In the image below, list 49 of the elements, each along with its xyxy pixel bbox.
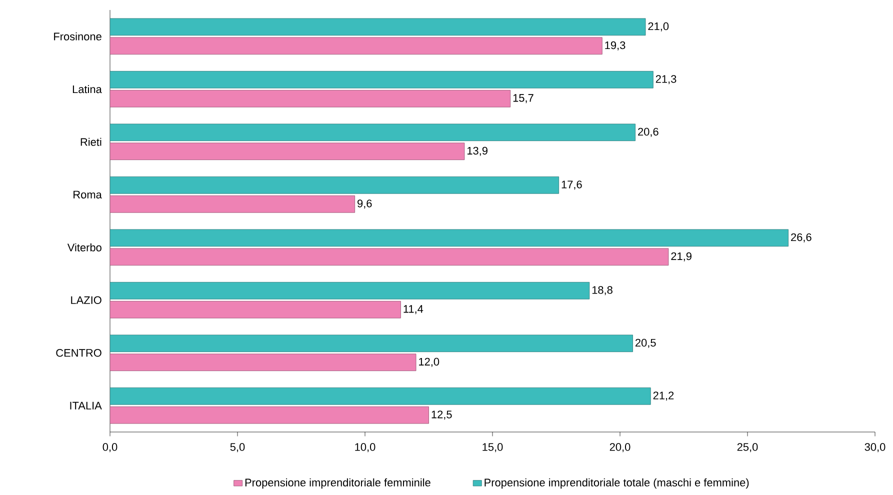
bar: [110, 229, 789, 247]
data-label: 17,6: [562, 180, 582, 190]
data-label: 18,8: [592, 286, 612, 296]
bar: [110, 124, 636, 142]
bar: [110, 142, 465, 160]
data-label: 11,4: [404, 305, 424, 314]
data-label: 13,9: [467, 146, 488, 156]
data-label: 15,7: [513, 94, 534, 104]
bar: [110, 90, 511, 108]
bar: [110, 406, 429, 424]
y-tick-label: Rieti: [80, 138, 102, 146]
data-label: 26,6: [791, 233, 812, 242]
x-tick-label: 30,0: [864, 443, 886, 452]
x-tick-label: 25,0: [737, 443, 758, 452]
x-tick-label: 5,0: [230, 443, 245, 452]
x-tick-label: 20,0: [610, 443, 630, 452]
bar: [110, 70, 654, 88]
x-tick-label: 15,0: [482, 443, 503, 452]
y-tick-label: Latina: [72, 85, 102, 94]
y-tick-label: Frosinone: [54, 32, 102, 40]
bar: [110, 282, 590, 300]
data-label: 21,0: [648, 22, 669, 32]
x-tick-label: 10,0: [355, 443, 376, 452]
y-tick-label: CENTRO: [56, 349, 102, 357]
y-tick-label: ITALIA: [70, 402, 102, 410]
bar: [110, 334, 633, 352]
bar: [110, 37, 602, 55]
data-label: 9,6: [358, 200, 372, 209]
y-tick-label: Roma: [74, 190, 102, 198]
legend-label: Propensione imprenditoriale totale (maschi e femmine): [484, 478, 749, 489]
data-label: 12,5: [432, 410, 452, 420]
data-label: 12,0: [419, 358, 440, 367]
bar: [110, 300, 401, 318]
data-label: 19,3: [605, 41, 626, 50]
data-label: 21,2: [653, 392, 674, 401]
legend-label: Propensione imprenditoriale femminile: [245, 478, 430, 489]
bar: [110, 248, 669, 266]
y-tick-label: Viterbo: [67, 243, 102, 252]
data-label: 20,6: [638, 128, 658, 137]
data-label: 20,5: [636, 338, 656, 348]
data-label: 21,3: [656, 75, 676, 84]
bar: [110, 354, 416, 372]
bar: [110, 387, 651, 405]
y-tick-label: LAZIO: [71, 296, 102, 304]
bar: [110, 195, 356, 213]
bar: [110, 18, 646, 36]
x-tick-label: 0,0: [102, 443, 118, 452]
data-label: 21,9: [671, 252, 692, 262]
bar: [110, 176, 560, 194]
